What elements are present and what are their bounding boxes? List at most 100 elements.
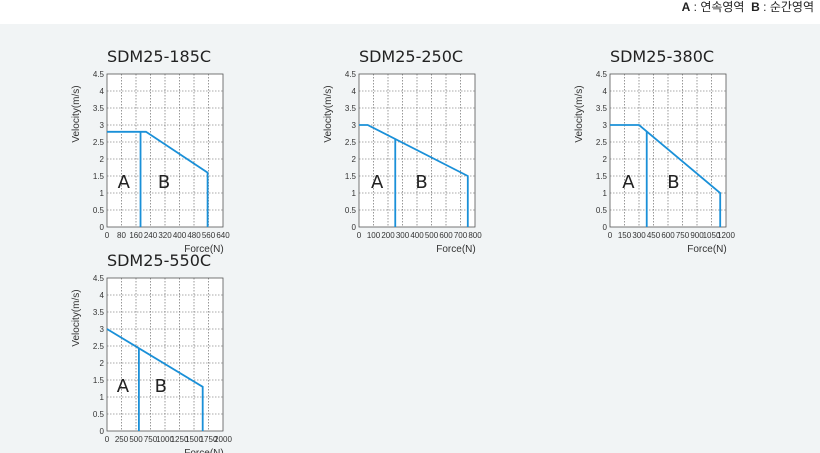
y-tick-label: 3.5 bbox=[345, 104, 357, 113]
x-tick-label: 2000 bbox=[214, 435, 232, 444]
region-a-label: A bbox=[371, 172, 384, 193]
x-tick-label: 150 bbox=[618, 231, 632, 240]
y-tick-label: 4.5 bbox=[596, 70, 608, 79]
x-tick-label: 1200 bbox=[717, 231, 735, 240]
x-tick-label: 750 bbox=[144, 435, 158, 444]
x-tick-label: 300 bbox=[632, 231, 646, 240]
y-tick-label: 3.5 bbox=[596, 104, 608, 113]
chart-title: SDM25-185C bbox=[107, 47, 211, 66]
y-tick-label: 4 bbox=[603, 87, 608, 96]
y-tick-label: 3 bbox=[100, 325, 105, 334]
chart-title: SDM25-550C bbox=[107, 251, 211, 270]
y-tick-label: 3 bbox=[100, 121, 105, 130]
x-tick-label: 80 bbox=[117, 231, 126, 240]
x-tick-label: 500 bbox=[129, 435, 143, 444]
region-b-label: B bbox=[415, 172, 427, 193]
x-tick-label: 600 bbox=[661, 231, 675, 240]
y-tick-label: 4.5 bbox=[93, 274, 105, 283]
y-tick-label: 3 bbox=[352, 121, 357, 130]
x-tick-label: 450 bbox=[647, 231, 661, 240]
y-tick-label: 4 bbox=[100, 291, 105, 300]
chart-title: SDM25-380C bbox=[610, 47, 714, 66]
x-tick-label: 1250 bbox=[171, 435, 189, 444]
y-tick-label: 2.5 bbox=[345, 138, 357, 147]
x-tick-label: 1000 bbox=[156, 435, 174, 444]
y-tick-label: 0 bbox=[352, 223, 357, 232]
y-tick-label: 4 bbox=[352, 87, 357, 96]
y-tick-label: 3.5 bbox=[93, 308, 105, 317]
x-tick-label: 250 bbox=[115, 435, 129, 444]
x-tick-label: 300 bbox=[396, 231, 410, 240]
chart-title: SDM25-250C bbox=[359, 47, 463, 66]
y-tick-label: 1.5 bbox=[596, 172, 608, 181]
x-tick-label: 560 bbox=[202, 231, 216, 240]
x-tick-label: 100 bbox=[367, 231, 381, 240]
x-tick-label: 200 bbox=[381, 231, 395, 240]
velocity-force-curve bbox=[106, 328, 204, 431]
x-axis-label: Force(N) bbox=[687, 244, 726, 255]
y-tick-label: 0.5 bbox=[93, 206, 105, 215]
x-tick-label: 0 bbox=[105, 231, 110, 240]
region-b-label: B bbox=[155, 376, 167, 397]
x-tick-label: 0 bbox=[357, 231, 362, 240]
x-tick-label: 160 bbox=[129, 231, 143, 240]
y-axis-label: Velocity(m/s) bbox=[71, 289, 82, 346]
x-tick-label: 900 bbox=[690, 231, 704, 240]
charts-panel: SDM25-185C 0 80 160 240 320 400 480 560 640 0 0.5 1 1… bbox=[0, 24, 820, 453]
x-axis-label: Force(N) bbox=[184, 448, 223, 453]
y-tick-label: 0.5 bbox=[345, 206, 357, 215]
y-tick-label: 2.5 bbox=[93, 138, 105, 147]
x-tick-label: 600 bbox=[439, 231, 453, 240]
y-tick-label: 1 bbox=[100, 189, 105, 198]
region-legend: A : 연속영역 B : 순간영역 bbox=[682, 0, 814, 24]
y-tick-label: 0 bbox=[603, 223, 608, 232]
x-tick-label: 500 bbox=[425, 231, 439, 240]
x-tick-label: 0 bbox=[608, 231, 613, 240]
y-tick-label: 0.5 bbox=[596, 206, 608, 215]
y-tick-label: 3 bbox=[603, 121, 608, 130]
x-tick-label: 1050 bbox=[703, 231, 721, 240]
y-tick-label: 1.5 bbox=[93, 172, 105, 181]
x-tick-label: 700 bbox=[454, 231, 468, 240]
x-tick-label: 400 bbox=[173, 231, 187, 240]
region-a-label: A bbox=[117, 376, 130, 397]
y-tick-label: 1.5 bbox=[93, 376, 105, 385]
region-b-label: B bbox=[667, 172, 679, 193]
velocity-force-curve bbox=[359, 124, 469, 227]
x-tick-label: 0 bbox=[105, 435, 110, 444]
x-tick-label: 400 bbox=[410, 231, 424, 240]
x-tick-label: 320 bbox=[158, 231, 172, 240]
region-a-label: A bbox=[622, 172, 635, 193]
y-tick-label: 4.5 bbox=[93, 70, 105, 79]
y-tick-label: 0.5 bbox=[93, 410, 105, 419]
y-tick-label: 0 bbox=[100, 427, 105, 436]
x-axis-label: Force(N) bbox=[184, 244, 223, 255]
x-tick-label: 1750 bbox=[200, 435, 218, 444]
y-tick-label: 1 bbox=[603, 189, 608, 198]
x-tick-label: 640 bbox=[216, 231, 230, 240]
x-tick-label: 750 bbox=[676, 231, 690, 240]
region-a-label: A bbox=[118, 172, 131, 193]
y-tick-label: 0 bbox=[100, 223, 105, 232]
y-tick-label: 2 bbox=[352, 155, 357, 164]
y-axis-label: Velocity(m/s) bbox=[574, 85, 585, 142]
y-tick-label: 2 bbox=[100, 359, 105, 368]
x-tick-label: 480 bbox=[187, 231, 201, 240]
y-tick-label: 2 bbox=[100, 155, 105, 164]
y-tick-label: 3.5 bbox=[93, 104, 105, 113]
x-axis-label: Force(N) bbox=[436, 244, 475, 255]
y-axis-label: Velocity(m/s) bbox=[71, 85, 82, 142]
y-tick-label: 2 bbox=[603, 155, 608, 164]
legend-b-text: : 순간영역 bbox=[759, 0, 814, 14]
y-tick-label: 1 bbox=[352, 189, 357, 198]
y-axis-label: Velocity(m/s) bbox=[323, 85, 334, 142]
x-tick-label: 1500 bbox=[185, 435, 203, 444]
y-tick-label: 4.5 bbox=[345, 70, 357, 79]
velocity-force-curve bbox=[107, 130, 209, 227]
legend-a-text: : 연속영역 bbox=[690, 0, 745, 14]
y-tick-label: 4 bbox=[100, 87, 105, 96]
y-tick-label: 1 bbox=[100, 393, 105, 402]
legend-b-key: B bbox=[751, 0, 760, 14]
y-tick-label: 2.5 bbox=[596, 138, 608, 147]
